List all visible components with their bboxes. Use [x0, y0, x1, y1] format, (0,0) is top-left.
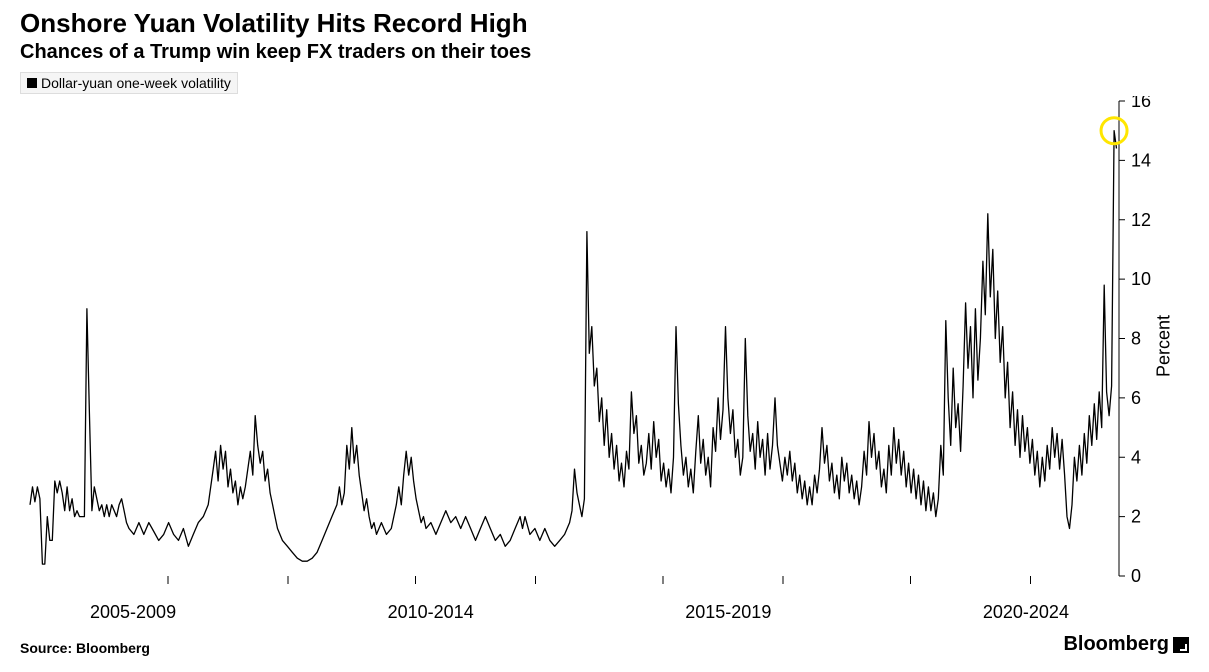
brand: Bloomberg — [1063, 633, 1189, 656]
footer: Source: Bloomberg Bloomberg — [20, 633, 1189, 656]
x-tick-label: 2015-2019 — [685, 602, 771, 623]
svg-text:0: 0 — [1131, 566, 1141, 586]
x-tick-label: 2005-2009 — [90, 602, 176, 623]
svg-text:8: 8 — [1131, 329, 1141, 349]
x-tick-label: 2020-2024 — [983, 602, 1069, 623]
brand-text: Bloomberg — [1063, 633, 1169, 656]
legend-label: Dollar-yuan one-week volatility — [41, 75, 231, 91]
chart-subtitle: Chances of a Trump win keep FX traders o… — [20, 41, 1189, 64]
chart-area: 0 2 4 6 8 10 12 14 16 Percent — [20, 96, 1189, 596]
legend: Dollar-yuan one-week volatility — [20, 72, 238, 94]
x-axis-labels: 2005-2009 2010-2014 2015-2019 2020-2024 — [20, 602, 1189, 623]
svg-text:6: 6 — [1131, 388, 1141, 408]
source-label: Source: Bloomberg — [20, 640, 150, 656]
y-axis-label: Percent — [1153, 315, 1174, 377]
svg-text:14: 14 — [1131, 150, 1151, 170]
svg-text:2: 2 — [1131, 507, 1141, 527]
svg-text:10: 10 — [1131, 269, 1151, 289]
chart-title: Onshore Yuan Volatility Hits Record High — [20, 8, 1189, 39]
svg-text:16: 16 — [1131, 96, 1151, 111]
brand-icon — [1173, 637, 1189, 653]
line-chart-svg: 0 2 4 6 8 10 12 14 16 — [20, 96, 1189, 596]
svg-text:12: 12 — [1131, 210, 1151, 230]
legend-marker — [27, 78, 37, 88]
svg-text:4: 4 — [1131, 447, 1141, 467]
x-tick-label: 2010-2014 — [388, 602, 474, 623]
